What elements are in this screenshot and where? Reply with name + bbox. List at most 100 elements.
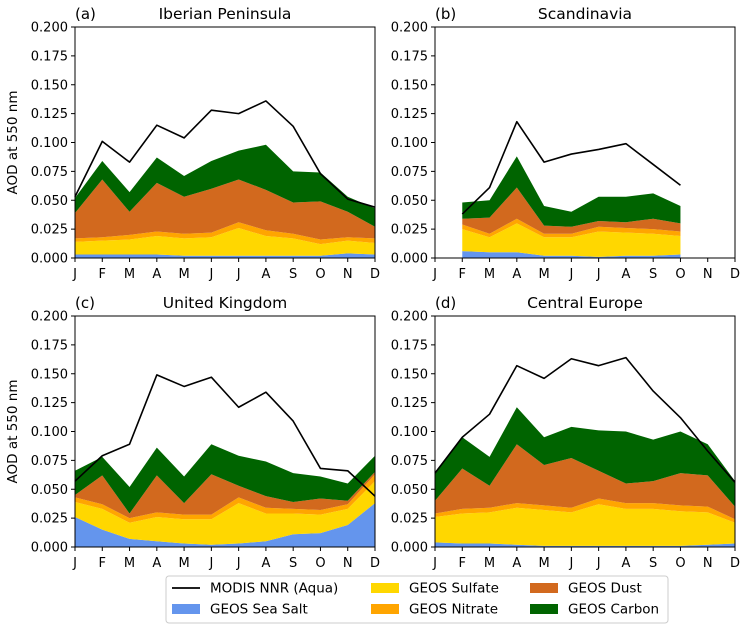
modis-line (74, 100, 376, 208)
y-tick-label: 0.000 (31, 252, 68, 267)
area-sulfate (75, 481, 375, 545)
x-tick-label: N (343, 267, 353, 282)
x-tick-label: A (512, 556, 521, 571)
y-tick-label: 0.125 (391, 107, 428, 122)
area-carbon (435, 407, 735, 507)
y-tick-label: 0.125 (31, 396, 68, 411)
x-tick-label: J (568, 556, 573, 571)
x-tick-label: S (649, 556, 657, 571)
legend-label: MODIS NNR (Aqua) (210, 581, 338, 597)
legend-label: GEOS Carbon (568, 602, 659, 618)
y-tick-label: 0.200 (31, 21, 68, 36)
y-tick-label: 0.075 (31, 454, 68, 469)
x-tick-label: F (459, 556, 466, 571)
y-tick-label: 0.200 (31, 310, 68, 325)
y-tick-label: 0.025 (31, 512, 68, 527)
y-tick-label: 0.175 (391, 49, 428, 64)
y-axis-label: AOD at 550 nm (5, 380, 21, 484)
legend-label: GEOS Dust (568, 581, 642, 597)
x-tick-label: S (289, 267, 297, 282)
legend-patch-swatch (530, 583, 558, 593)
y-tick-label: 0.075 (391, 454, 428, 469)
x-tick-label: S (289, 556, 297, 571)
x-tick-label: O (675, 267, 685, 282)
panel-title: United Kingdom (163, 294, 287, 312)
panel-label: (c) (75, 294, 95, 312)
x-tick-label: M (538, 556, 549, 571)
panel-label: (b) (435, 5, 456, 23)
y-tick-label: 0.075 (391, 165, 428, 180)
y-tick-label: 0.100 (31, 425, 68, 440)
x-tick-label: A (621, 267, 630, 282)
y-tick-label: 0.025 (391, 223, 428, 238)
x-tick-label: J (208, 556, 213, 571)
x-tick-label: F (459, 267, 466, 282)
y-tick-label: 0.150 (391, 367, 428, 382)
panels: 0.000 0.025 0.050 0.075 0.100 0.125 0.150 0.175… (5, 5, 740, 571)
x-tick-label: J (568, 267, 573, 282)
y-tick-label: 0.025 (391, 512, 428, 527)
x-tick-label: J (596, 556, 601, 571)
legend-label: GEOS Sulfate (409, 581, 499, 597)
y-tick-label: 0.125 (31, 107, 68, 122)
y-tick-label: 0.150 (31, 78, 68, 93)
panel-1: 0.000 0.025 0.050 0.075 0.100 0.125 0.150 0.175… (5, 5, 380, 282)
y-tick-label: 0.150 (31, 367, 68, 382)
legend-patch-swatch (530, 604, 558, 614)
x-tick-label: M (538, 267, 549, 282)
x-tick-label: M (178, 556, 189, 571)
area-nitrate (75, 474, 375, 523)
x-tick-label: F (99, 556, 106, 571)
x-tick-label: M (124, 267, 135, 282)
x-tick-label: J (208, 267, 213, 282)
y-tick-label: 0.050 (31, 483, 68, 498)
x-tick-label: D (730, 267, 740, 282)
y-tick-label: 0.050 (391, 194, 428, 209)
y-axis-label: AOD at 550 nm (5, 91, 21, 195)
area-carbon (75, 144, 375, 227)
panel-4: 0.000 0.025 0.050 0.075 0.100 0.125 0.150 0.175… (391, 294, 740, 571)
x-tick-label: A (152, 556, 161, 571)
x-tick-label: N (343, 556, 353, 571)
x-tick-label: F (99, 267, 106, 282)
x-tick-label: S (649, 267, 657, 282)
y-tick-label: 0.175 (31, 49, 68, 64)
panel-title: Iberian Peninsula (159, 5, 292, 23)
x-tick-label: J (596, 267, 601, 282)
x-tick-label: J (236, 267, 241, 282)
x-tick-label: A (152, 267, 161, 282)
y-tick-label: 0.025 (31, 223, 68, 238)
legend: MODIS NNR (Aqua) GEOS Sulfate GEOS Dust GEO… (165, 575, 669, 624)
y-tick-label: 0.075 (31, 165, 68, 180)
legend-patch-swatch (172, 604, 200, 614)
legend-item-sulfate: GEOS Sulfate (371, 581, 499, 597)
area-carbon (462, 156, 681, 227)
y-tick-label: 0.100 (391, 425, 428, 440)
legend-patch-swatch (371, 583, 399, 593)
panel-3: 0.000 0.025 0.050 0.075 0.100 0.125 0.150 0.175… (5, 294, 380, 571)
x-tick-label: A (261, 556, 270, 571)
x-tick-label: J (72, 556, 77, 571)
panel-label: (a) (75, 5, 96, 23)
y-tick-label: 0.050 (31, 194, 68, 209)
y-tick-label: 0.100 (31, 136, 68, 151)
panel-title: Central Europe (527, 294, 643, 312)
area-sea-salt (462, 251, 681, 258)
y-tick-label: 0.175 (391, 338, 428, 353)
x-tick-label: D (370, 556, 380, 571)
x-tick-label: J (236, 556, 241, 571)
legend-patch-swatch (371, 604, 399, 614)
x-tick-label: M (124, 556, 135, 571)
legend-item-modis: MODIS NNR (Aqua) (172, 581, 338, 597)
legend-items: MODIS NNR (Aqua) GEOS Sulfate GEOS Dust GEO… (172, 581, 659, 618)
x-tick-label: J (432, 556, 437, 571)
area-sea-salt (75, 503, 375, 547)
area-sulfate (462, 223, 681, 257)
x-tick-label: A (512, 267, 521, 282)
area-dust (75, 471, 375, 519)
area-dust (435, 444, 735, 520)
y-tick-label: 0.200 (391, 21, 428, 36)
x-tick-label: M (178, 267, 189, 282)
x-tick-label: N (703, 267, 713, 282)
